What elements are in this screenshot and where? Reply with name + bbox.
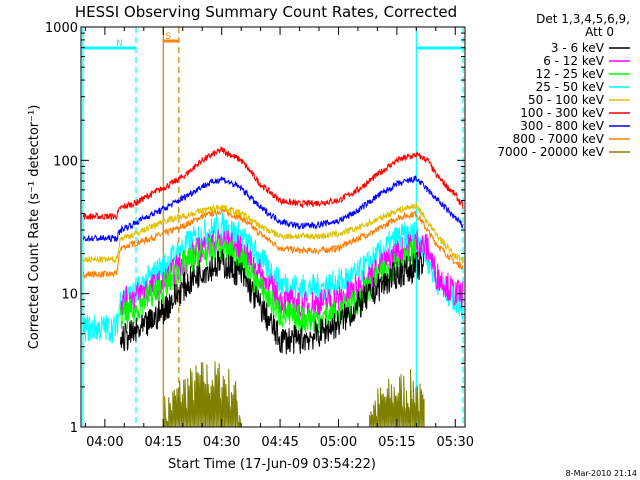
x-tick-label: 04:15 <box>145 435 182 450</box>
series-line-5 <box>82 202 463 264</box>
legend-entry-label-6: 100 - 300 keV <box>520 106 604 120</box>
series-line-1 <box>119 249 425 355</box>
legend-entry-label-9: 7000 - 20000 keV <box>497 145 604 159</box>
series-line-6 <box>82 145 464 221</box>
x-axis-label: Start Time (17-Jun-09 03:54:22) <box>168 457 376 472</box>
legend-header-line-1: Det 1,3,4,5,6,9, <box>536 12 630 26</box>
y-tick-label: 10 <box>61 288 78 303</box>
series-line-3 <box>119 233 417 334</box>
x-tick-label: 05:00 <box>320 435 357 450</box>
flag-label-S: S <box>165 32 171 42</box>
y-tick-label: 1 <box>70 421 78 436</box>
y-axis-label: Corrected Count Rate (s⁻¹ detector⁻¹) <box>27 105 42 350</box>
y-tick-label: 1000 <box>45 21 78 36</box>
legend-header-line-2: Att 0 <box>585 25 614 39</box>
legend-entry-label-8: 800 - 7000 keV <box>513 132 605 146</box>
legend-entry-label-1: 3 - 6 keV <box>551 41 605 55</box>
series-line-8 <box>82 207 464 280</box>
x-tick-label: 05:30 <box>437 435 474 450</box>
legend-entry-label-5: 50 - 100 keV <box>528 93 605 107</box>
series-line-9 <box>162 361 425 427</box>
plot-timestamp: 8-Mar-2010 21:14 <box>566 469 637 478</box>
legend-entry-label-4: 25 - 50 keV <box>536 80 605 94</box>
series-line-7 <box>82 175 464 243</box>
plot-area: NS <box>82 27 465 427</box>
legend-entry-label-7: 300 - 800 keV <box>520 119 604 133</box>
legend-entry-label-2: 6 - 12 keV <box>543 54 605 68</box>
y-tick-label: 100 <box>53 154 78 169</box>
x-tick-label: 05:15 <box>378 435 415 450</box>
x-tick-label: 04:45 <box>261 435 298 450</box>
y-axis: 1 10 100 1000 <box>45 21 465 436</box>
x-tick-label: 04:00 <box>86 435 123 450</box>
chart-title: HESSI Observing Summary Count Rates, Cor… <box>75 3 457 21</box>
x-tick-label: 04:30 <box>203 435 240 450</box>
plot-frame <box>80 26 466 428</box>
flag-label-N: N <box>116 39 123 49</box>
x-axis: 04:00 04:15 04:30 04:45 05:00 05:15 05:30 <box>84 27 474 450</box>
legend-entry-label-3: 12 - 25 keV <box>536 67 605 81</box>
